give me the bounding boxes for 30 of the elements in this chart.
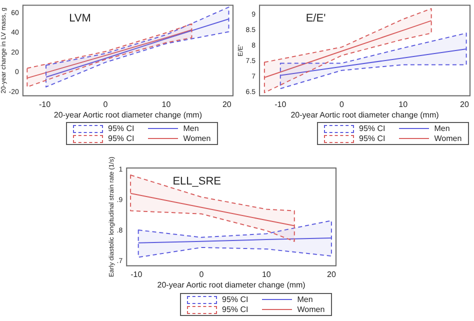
text: LVM [69,12,91,25]
x-tick-label: 10 [262,270,272,279]
legend-label: Men [183,124,199,133]
x-tick-label: 20 [326,270,336,279]
x-tick-label: -10 [130,270,143,279]
legend-label: Women [434,134,462,143]
x-tick-label: 10 [398,100,408,109]
x-tick-label: -10 [38,100,52,109]
x-axis-title: 20-year Aortic root diameter change (mm) [157,280,306,290]
x-tick-label: 20 [460,100,470,109]
text: E/E' [306,12,326,25]
text: 95% CI [222,305,248,314]
x-tick-label: 0 [199,270,204,279]
x-tick-label: -10 [274,100,287,109]
text: 95% CI [108,124,134,133]
text: 95% CI [359,124,386,133]
x-axis-title: 20-year Aortic root diameter change (mm) [290,110,440,120]
legend-label: Women [297,305,325,314]
x-tick-label: 10 [162,100,172,109]
x-tick-label: 20 [222,100,232,109]
text: 95% CI [222,295,248,304]
legend-label: Men [434,124,450,133]
text: 95% CI [359,134,386,143]
text: ELL_SRE [172,176,222,188]
text: 95% CI [108,134,134,143]
legend-label: Women [183,134,211,143]
x-tick-label: 0 [340,100,345,109]
legend-label: Men [297,295,313,304]
x-tick-label: 0 [103,100,108,109]
x-axis-title: 20-year Aortic root diameter change (mm) [54,110,202,120]
